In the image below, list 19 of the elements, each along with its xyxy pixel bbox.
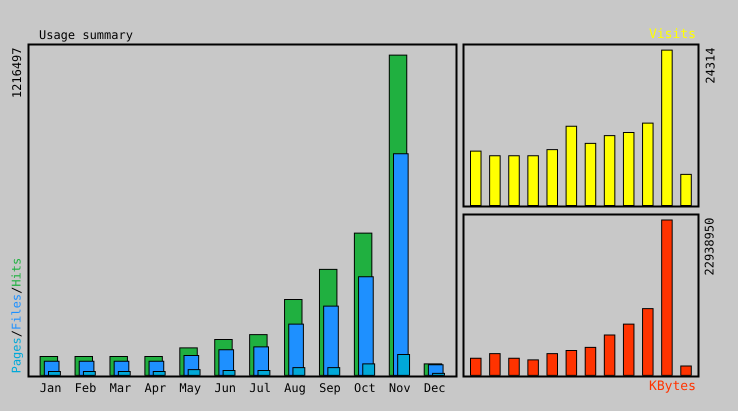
text: 22938950 [702, 218, 717, 276]
y-axis-title: Pages/Files/Hits [10, 258, 24, 374]
text: 24314 [704, 48, 718, 84]
x-tick-label: Jul [249, 380, 271, 395]
chart-title: Usage summary [39, 28, 133, 42]
x-tick-label: Nov [388, 380, 411, 395]
x-tick-label: Feb [74, 380, 96, 395]
x-tick-label: Oct [354, 380, 376, 395]
x-tick-label: Jan [40, 380, 62, 395]
x-tick-label: Apr [144, 380, 166, 395]
series-label: Visits [649, 27, 696, 42]
series-label: KBytes [649, 379, 696, 394]
x-tick-label: Aug [284, 380, 306, 395]
text: 1216497 [10, 47, 24, 98]
x-tick-label: Sep [319, 380, 341, 395]
x-tick-label: Jun [214, 380, 236, 395]
x-tick-label: Dec [424, 380, 446, 395]
x-tick-label: Mar [110, 380, 132, 395]
x-tick-label: May [179, 380, 202, 395]
